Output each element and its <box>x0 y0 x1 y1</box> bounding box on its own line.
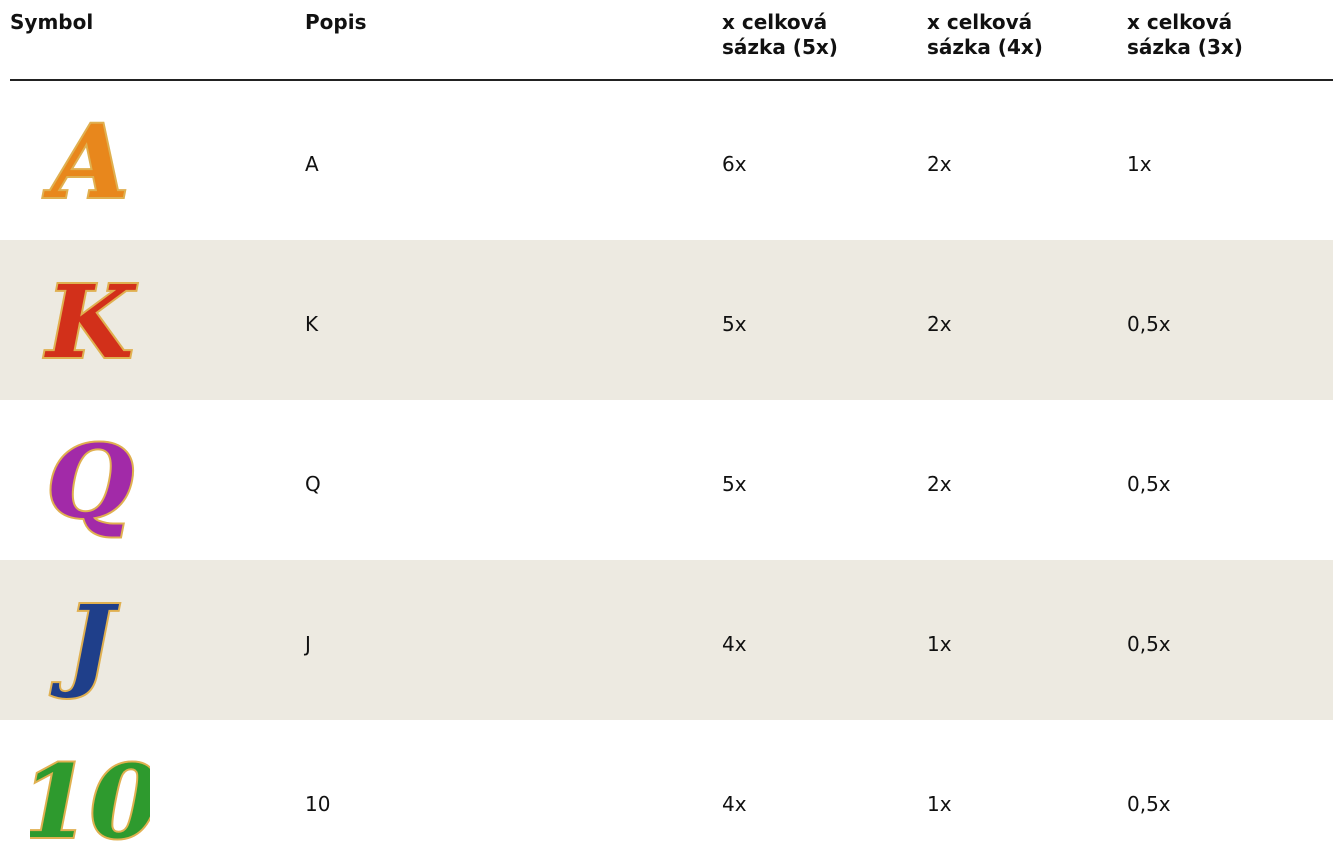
payout: 0,5x <box>1127 632 1171 656</box>
payout: 0,5x <box>1127 472 1171 496</box>
payout: 5x <box>722 312 747 336</box>
payout: 1x <box>1127 152 1152 176</box>
payout: 1x <box>927 632 952 656</box>
payout: 0,5x <box>1127 792 1171 816</box>
table-row: J J 4x 1x 0,5x <box>0 560 1333 720</box>
payout: 2x <box>927 472 952 496</box>
payout: 2x <box>927 152 952 176</box>
symbol-glyph: J <box>50 583 119 701</box>
symbol-glyph: Q <box>46 423 133 541</box>
header-rule <box>10 79 1333 81</box>
symbol-icon: Q <box>44 422 135 542</box>
symbol-icon: A <box>41 102 131 222</box>
column-header: x celková sázka (5x) <box>722 10 838 59</box>
description: A <box>305 152 319 176</box>
table-row: Q Q 5x 2x 0,5x <box>0 400 1333 560</box>
symbol-icon: J <box>48 582 121 702</box>
symbol-icon: K <box>42 262 140 382</box>
table-row: K K 5x 2x 0,5x <box>0 240 1333 400</box>
symbol-glyph: A <box>43 103 129 221</box>
payout: 5x <box>722 472 747 496</box>
symbol-glyph: 10 <box>30 743 150 854</box>
payout: 0,5x <box>1127 312 1171 336</box>
description: K <box>305 312 319 336</box>
payout: 6x <box>722 152 747 176</box>
payout: 1x <box>927 792 952 816</box>
payout: 4x <box>722 792 747 816</box>
column-header: Popis <box>305 10 367 34</box>
table-row: 10 10 4x 1x 0,5x <box>0 720 1333 854</box>
table-row: A A 6x 2x 1x <box>0 80 1333 240</box>
column-header: x celková sázka (3x) <box>1127 10 1243 59</box>
column-header: x celková sázka (4x) <box>927 10 1043 59</box>
payout: 4x <box>722 632 747 656</box>
payout: 2x <box>927 312 952 336</box>
symbol-glyph: K <box>44 263 138 381</box>
description: Q <box>305 472 321 496</box>
description: 10 <box>305 792 331 816</box>
column-header: Symbol <box>10 10 94 34</box>
symbol-icon: 10 <box>30 742 150 854</box>
description: J <box>305 632 311 656</box>
